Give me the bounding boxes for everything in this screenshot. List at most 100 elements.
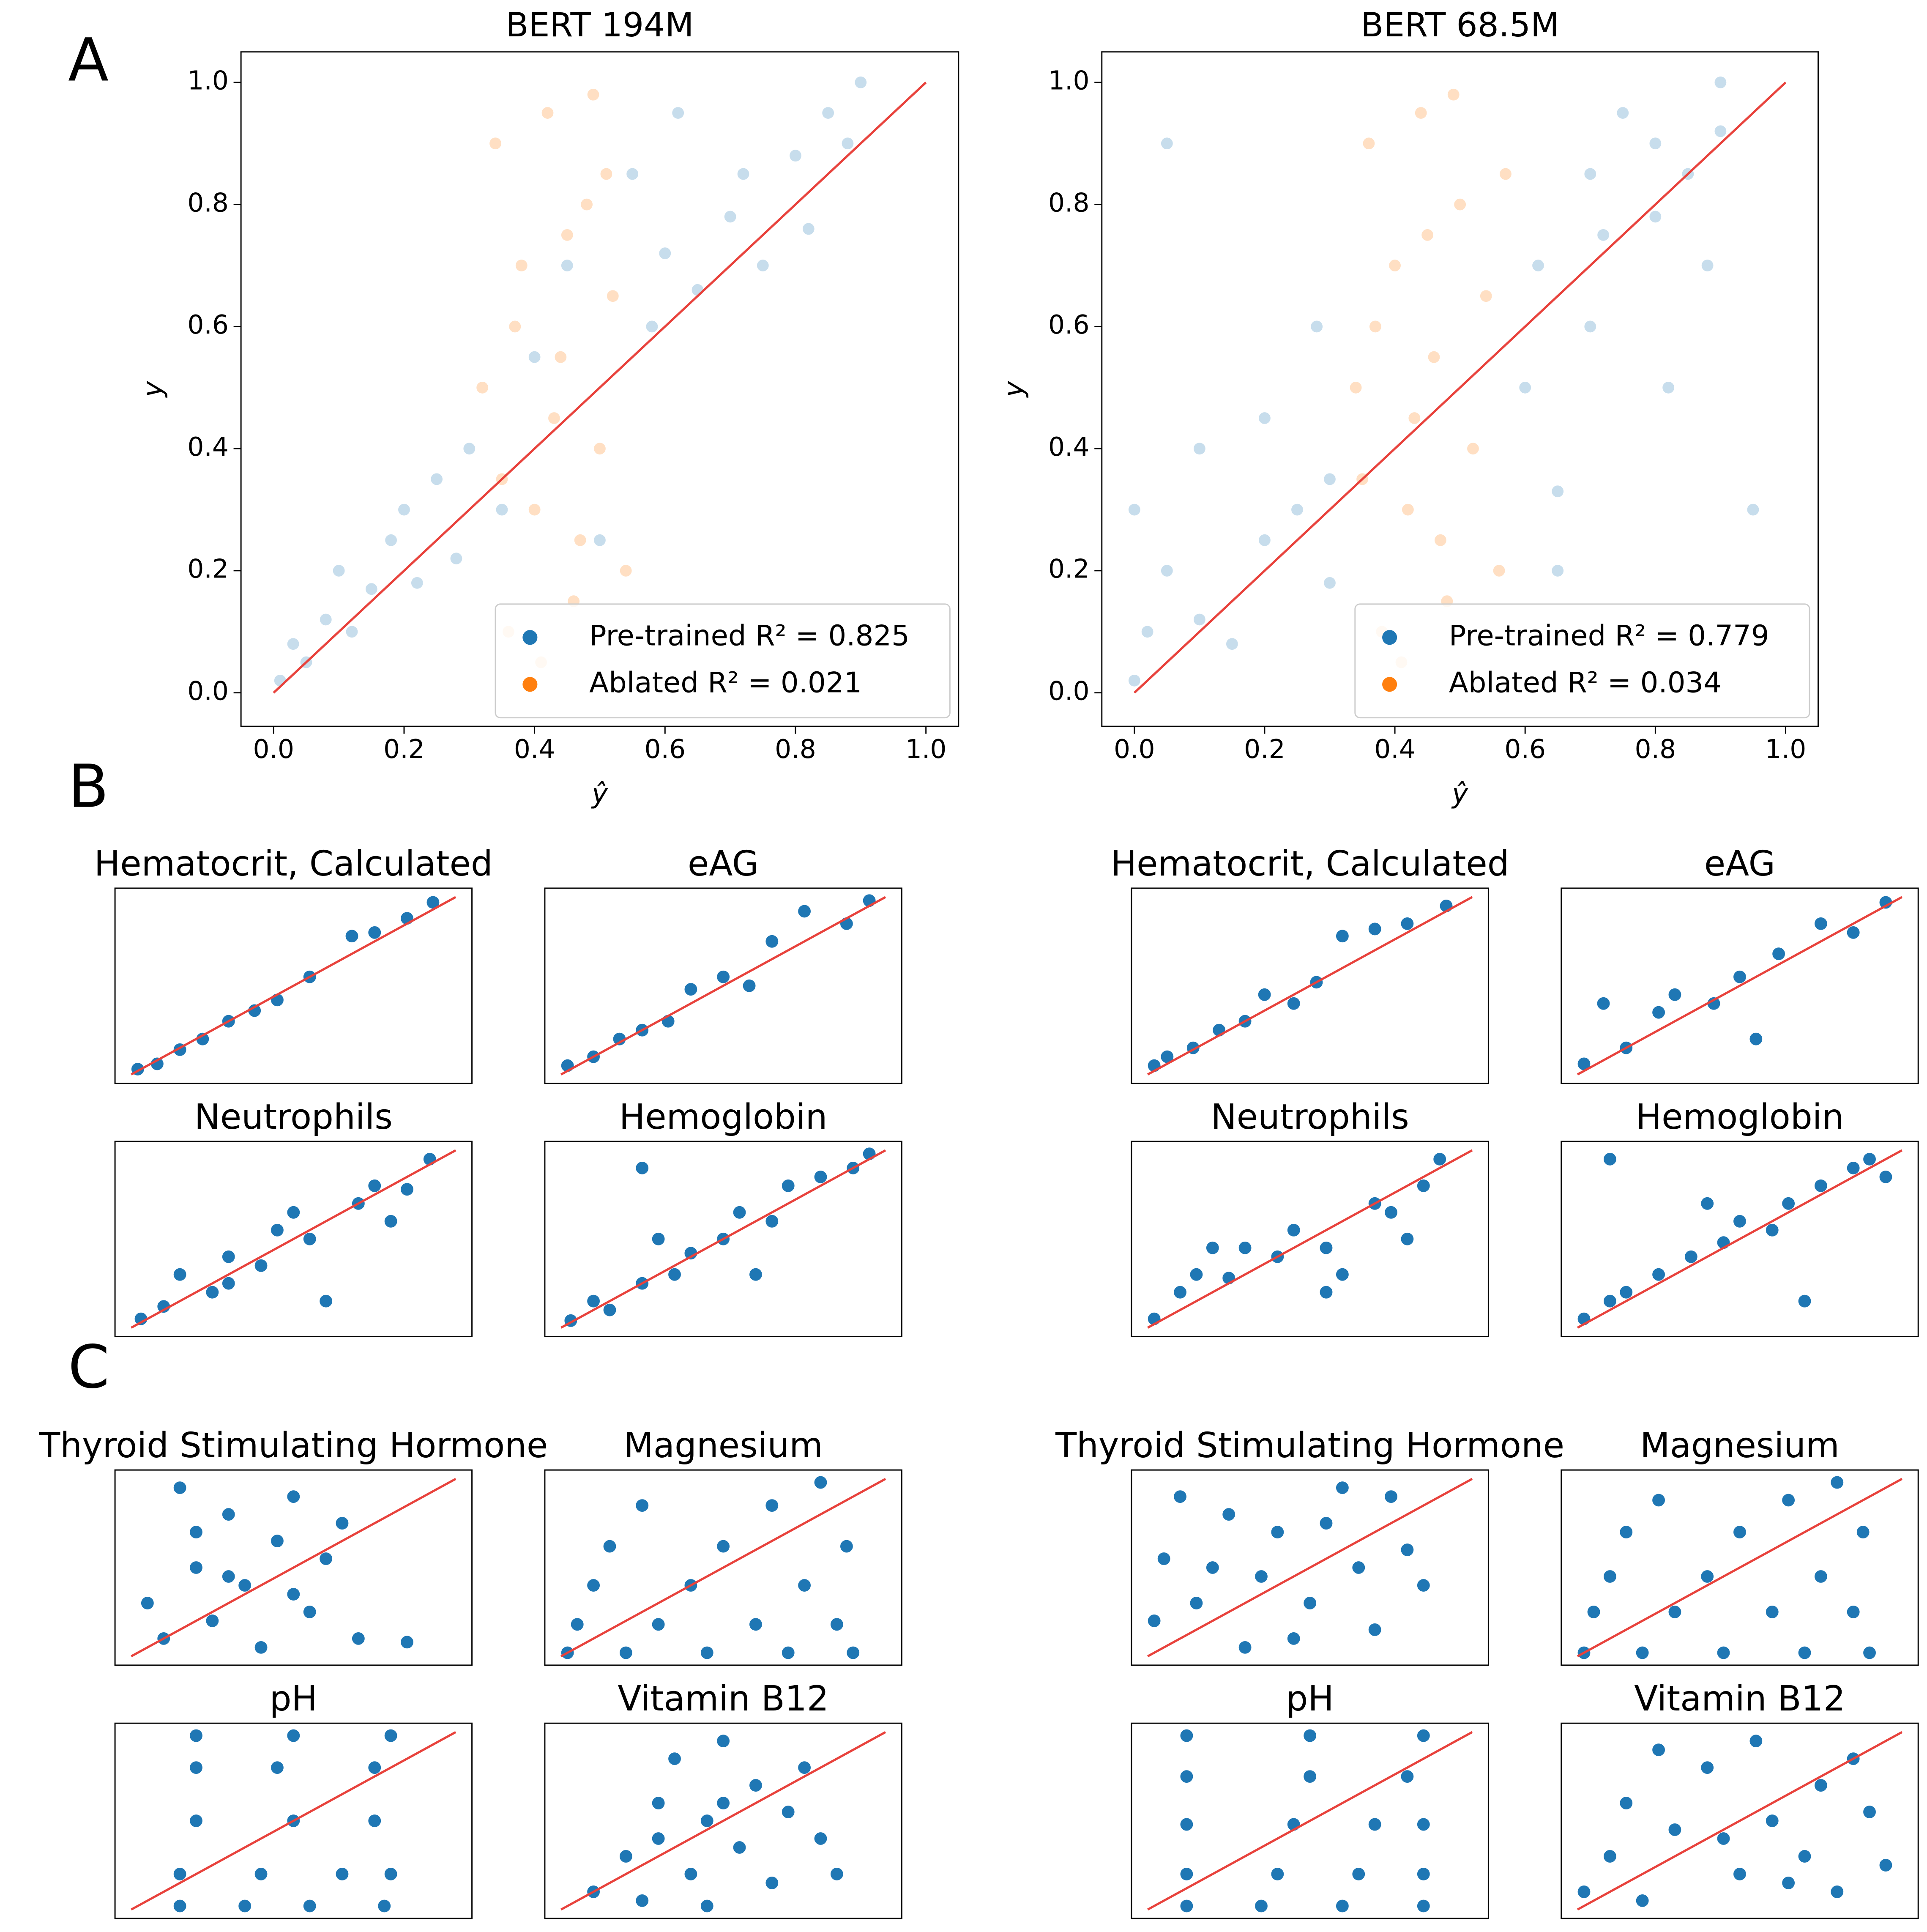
point [765,1214,779,1229]
point [221,1569,236,1584]
axes-frame [1561,1722,1919,1919]
point [1797,1849,1812,1864]
axes-frame [114,1141,473,1338]
plot-area [1577,895,1903,1075]
point [781,1804,795,1820]
point [318,1294,333,1308]
point [781,1178,795,1193]
point [1583,320,1597,333]
point [658,246,672,260]
point [367,1813,382,1828]
point [1635,1893,1650,1908]
point [189,1813,204,1828]
chart-panel: Hemoglobin [544,1097,902,1338]
point [618,1645,634,1660]
point [189,1760,204,1775]
y-tick-label: 0.4 [187,432,229,462]
point [1700,1569,1715,1584]
plot-area [273,76,927,694]
reference-line [560,1149,886,1329]
point [691,283,704,297]
point [489,137,502,150]
point [1416,1578,1431,1593]
point [1286,1631,1301,1646]
point [765,1498,779,1513]
point [574,534,587,547]
point [1765,1813,1779,1828]
point [593,534,607,547]
point [560,259,574,272]
point [1369,320,1382,333]
y-tick-label: 1.0 [187,66,229,96]
reference-line [560,896,886,1075]
point [377,1899,392,1913]
point [651,1231,666,1247]
x-tick-label: 0.0 [253,734,295,764]
point [1179,1817,1194,1832]
point [1141,625,1154,638]
point [570,1617,585,1632]
point [1732,969,1747,985]
point [1596,228,1610,242]
plot-area [1147,1149,1473,1329]
chart-panel: pH [1131,1679,1489,1919]
legend-label: Ablated R² = 0.021 [589,666,862,699]
point [1173,1489,1188,1504]
point [1765,1223,1779,1238]
point [1270,1866,1285,1882]
point [1846,925,1861,940]
point [344,928,359,944]
point [829,1866,845,1882]
point [1238,1640,1252,1655]
point [1416,1817,1431,1832]
point [683,982,698,997]
point [651,1831,666,1846]
point [1400,1769,1415,1784]
point [430,473,443,486]
point [1747,503,1760,516]
point [789,149,802,162]
x-tick-label: 0.6 [645,734,686,764]
point [1662,381,1675,394]
point [1649,210,1662,223]
reference-line [131,1731,456,1911]
point [302,1899,317,1913]
panel-label: C [68,1333,109,1402]
point [1258,534,1271,547]
point [384,534,398,547]
plot-area [1147,1478,1473,1658]
point [716,1733,731,1749]
point [829,1617,845,1632]
point [1189,1595,1204,1611]
point [1290,503,1304,516]
chart-panel: Vitamin B12 [544,1679,902,1919]
point [547,411,561,425]
point [205,1285,220,1300]
point [286,1489,301,1504]
point [1602,1294,1618,1308]
point [602,1539,617,1554]
point [1383,1489,1399,1504]
reference-line [131,896,456,1075]
point [1367,1817,1382,1832]
chart-panel: BERT 68.5M 0.0 0.2 0.4 0.6 0.8 1.0 0.0 0.2 0.4 0.6… [998,5,1819,810]
panel-label: B [68,753,109,821]
point [189,1560,204,1575]
point [1667,1604,1682,1620]
y-tick-label: 0.6 [1048,310,1090,340]
point [1771,946,1786,961]
point [1862,1804,1877,1820]
legend-marker [522,677,538,692]
point [1351,1560,1366,1575]
point [1367,922,1382,936]
axes-frame [544,1722,902,1919]
chart-title: Magnesium [1640,1426,1840,1466]
point [1302,1769,1317,1784]
point [383,1728,398,1743]
legend-box [495,603,951,719]
point [626,167,639,181]
point [854,76,867,89]
point [1551,484,1564,498]
point [172,1267,187,1282]
point [1667,1822,1682,1837]
